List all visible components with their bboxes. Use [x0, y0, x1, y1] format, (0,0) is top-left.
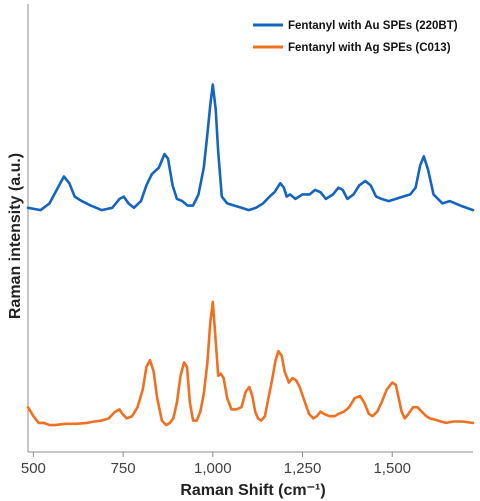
legend-label-2: Fentanyl with Ag SPEs (C013): [288, 42, 451, 54]
y-axis-title: Raman intensity (a.u.): [7, 153, 24, 319]
x-axis-ticks: 500 750 1,000 1,250 1,500: [21, 452, 411, 477]
x-axis-title: Raman Shift (cm⁻¹): [180, 482, 325, 499]
legend-label-1: Fentanyl with Au SPEs (220BT): [288, 20, 458, 32]
x-tick-label: 500: [21, 460, 46, 477]
series-lines: [26, 83, 475, 427]
x-tick-label: 1,000: [194, 460, 232, 477]
legend: Fentanyl with Au SPEs (220BT) Fentanyl wi…: [253, 20, 458, 54]
plot-area: [27, 4, 473, 453]
x-tick-label: 750: [111, 460, 136, 477]
x-tick-label: 1,500: [373, 460, 411, 477]
x-tick-label: 1,250: [284, 460, 322, 477]
series-line-1: [26, 83, 475, 212]
series-line-2: [26, 300, 475, 427]
